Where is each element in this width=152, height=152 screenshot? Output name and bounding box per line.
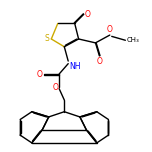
- Text: O: O: [37, 70, 42, 79]
- Text: O: O: [107, 25, 113, 34]
- Text: O: O: [52, 83, 58, 92]
- Text: O: O: [85, 10, 91, 19]
- Text: S: S: [45, 35, 49, 43]
- Text: CH₃: CH₃: [126, 37, 139, 43]
- Text: NH: NH: [69, 62, 80, 71]
- Text: O: O: [97, 57, 102, 66]
